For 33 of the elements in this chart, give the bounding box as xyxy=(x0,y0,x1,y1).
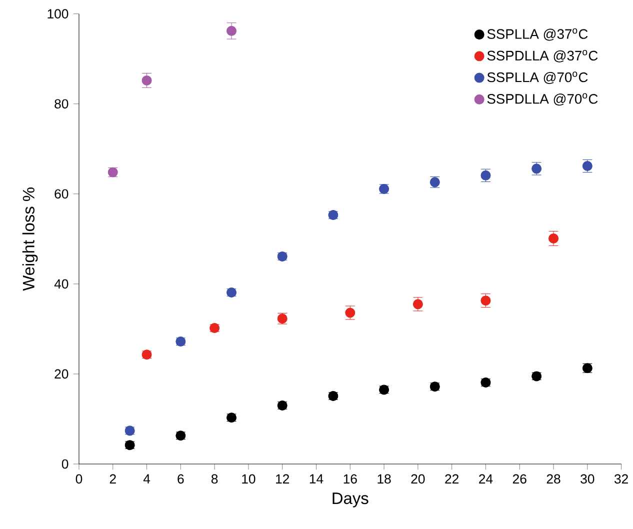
point xyxy=(480,296,491,306)
y-tick-label: 80 xyxy=(54,99,68,108)
legend-label: SSPDLLA @37$^{o}$C xyxy=(487,50,598,62)
x-tick-label: 10 xyxy=(242,474,256,484)
x-tick-label: 0 xyxy=(76,474,82,484)
point xyxy=(142,75,152,86)
x-tick-label: 14 xyxy=(310,474,324,484)
y-axis-title: Weight loss % xyxy=(22,187,38,291)
point xyxy=(226,26,237,36)
y-tick-label: 20 xyxy=(54,369,68,379)
y-tick-label: 0 xyxy=(62,459,68,469)
x-tick-label: 4 xyxy=(143,474,150,484)
x-tick-label: 22 xyxy=(445,474,458,484)
y-tick-label: 40 xyxy=(54,279,68,289)
x-tick-label: 32 xyxy=(614,474,628,484)
x-tick-label: 12 xyxy=(276,474,290,484)
legend-label: SSPDLLA @70$^{o}$C xyxy=(487,93,598,106)
x-tick-label: 18 xyxy=(378,474,391,484)
x-tick-label: 20 xyxy=(411,474,425,484)
x-tick-label: 26 xyxy=(512,474,526,484)
legend-label: SSPLLA @70$^{o}$C xyxy=(487,72,588,84)
x-tick-label: 6 xyxy=(178,474,184,484)
point xyxy=(548,233,559,244)
x-tick-label: 16 xyxy=(344,474,357,484)
x-tick-label: 2 xyxy=(110,474,116,484)
x-tick-label: 30 xyxy=(580,474,594,484)
x-axis-title: Days xyxy=(332,492,368,508)
y-tick-label: 100 xyxy=(48,9,68,18)
y-tick-label: 60 xyxy=(54,189,68,198)
x-tick-label: 8 xyxy=(211,474,218,484)
x-tick-label: 24 xyxy=(479,474,493,484)
x-tick-label: 28 xyxy=(546,474,560,484)
legend-label: SSPLLA @37$^{o}$C xyxy=(487,28,588,41)
